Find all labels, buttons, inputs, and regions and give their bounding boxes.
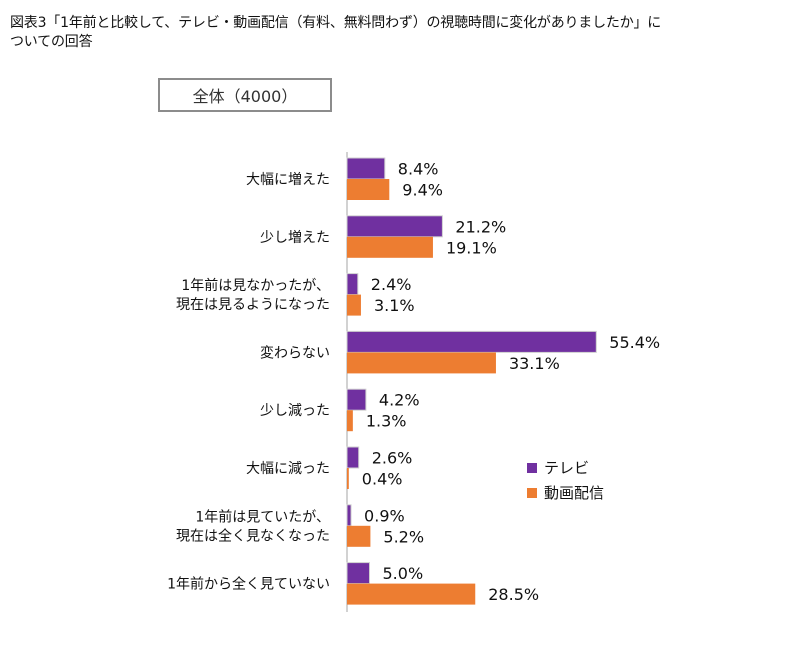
bar-video — [347, 583, 476, 605]
bar-tv — [346, 446, 360, 469]
category-label: 大幅に減った — [246, 460, 330, 477]
data-label-video: 3.1% — [374, 296, 415, 315]
data-label-tv: 21.2% — [455, 217, 506, 236]
bar-tv — [346, 504, 352, 527]
bar-tv — [346, 330, 597, 353]
legend-swatch-tv — [527, 463, 537, 473]
bar-video — [347, 179, 390, 200]
data-label-tv: 0.9% — [364, 506, 405, 525]
bar-tv — [346, 388, 367, 411]
bar-video — [347, 352, 496, 374]
category-label: 1年前は見なかったが、 — [181, 277, 330, 294]
category-label: 現在は見るようになった — [176, 297, 330, 313]
data-label-video: 1.3% — [366, 412, 407, 431]
data-label-tv: 4.2% — [379, 391, 420, 410]
category-label: 現在は全く見なくなった — [176, 527, 330, 544]
data-label-tv: 2.6% — [372, 449, 413, 468]
legend-label-tv: テレビ — [544, 459, 589, 477]
bar-tv — [346, 562, 370, 585]
sample-group-label: 全体（4000） — [192, 87, 298, 106]
legend-label-video: 動画配信 — [544, 484, 604, 502]
category-label: 1年前から全く見ていない — [167, 576, 330, 593]
data-label-video: 33.1% — [509, 354, 560, 373]
bar-tv — [346, 157, 386, 180]
chart-title-line-2: ついての回答 — [10, 34, 93, 50]
category-label: 1年前は見ていたが、 — [195, 508, 330, 525]
data-label-video: 28.5% — [488, 585, 539, 604]
chart-title-line-1: 図表3「1年前と比較して、テレビ・動画配信（有料、無料問わず）の視聴時間に変化が… — [10, 15, 662, 31]
data-label-video: 9.4% — [402, 181, 443, 200]
bar-video — [347, 236, 433, 258]
legend-swatch-video — [527, 488, 537, 498]
data-label-tv: 5.0% — [383, 564, 424, 583]
category-label: 大幅に増えた — [246, 172, 330, 188]
bar-video — [347, 468, 349, 489]
data-label-tv: 55.4% — [609, 333, 660, 352]
bar-video — [347, 410, 353, 432]
bar-video — [347, 525, 371, 547]
bar-tv — [346, 273, 359, 296]
bar-tv — [346, 215, 443, 238]
data-label-video: 19.1% — [446, 238, 497, 257]
category-label: 少し減った — [260, 402, 330, 419]
bar-video — [347, 294, 361, 316]
data-label-video: 5.2% — [383, 527, 424, 546]
chart-title: 図表3「1年前と比較して、テレビ・動画配信（有料、無料問わず）の視聴時間に変化が… — [10, 14, 800, 52]
sample-group-box: 全体（4000） — [158, 78, 332, 112]
data-label-tv: 8.4% — [398, 160, 439, 179]
data-label-tv: 2.4% — [371, 275, 412, 294]
category-label: 少し増えた — [260, 230, 330, 246]
category-label: 変わらない — [260, 344, 330, 361]
data-label-video: 0.4% — [362, 470, 403, 489]
